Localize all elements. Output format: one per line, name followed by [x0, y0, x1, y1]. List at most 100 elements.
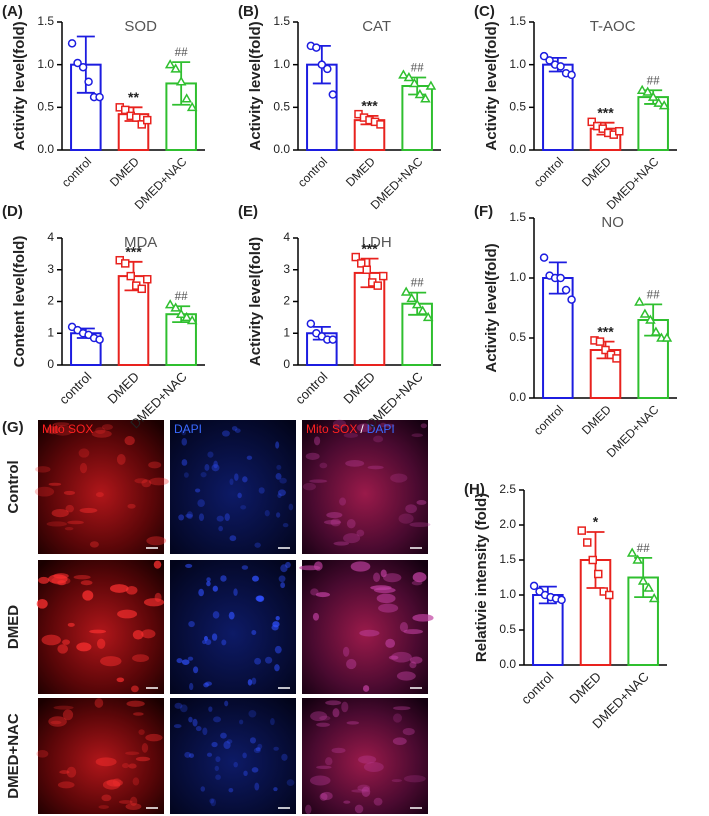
cell — [212, 611, 220, 619]
cell — [316, 722, 330, 727]
cell — [223, 741, 231, 750]
cell — [125, 585, 138, 595]
cell — [228, 611, 235, 620]
cell — [275, 472, 282, 480]
cell — [210, 798, 217, 807]
cell — [275, 615, 280, 621]
cell — [218, 525, 224, 532]
cell — [206, 577, 211, 582]
cell — [64, 526, 74, 531]
cell — [205, 639, 212, 646]
cell — [50, 720, 62, 725]
cell — [192, 718, 198, 727]
cell — [224, 513, 230, 521]
y-tick-label: 0.5 — [37, 100, 54, 114]
data-point — [323, 64, 332, 74]
data-point — [357, 259, 366, 268]
cell — [233, 588, 238, 596]
cell — [239, 719, 244, 725]
cell — [251, 767, 259, 773]
data-point — [164, 299, 176, 309]
cell — [146, 536, 167, 546]
cell — [134, 478, 148, 484]
data-point — [170, 63, 181, 73]
cell — [193, 666, 199, 674]
cell — [319, 462, 328, 469]
data-point — [594, 569, 603, 579]
data-point — [181, 311, 192, 322]
cell — [237, 492, 242, 499]
y-tick-label: 0.5 — [509, 100, 526, 114]
cell — [125, 803, 142, 810]
y-tick-label: 2 — [47, 294, 54, 308]
data-point — [84, 77, 93, 86]
cell — [398, 513, 414, 524]
cell — [76, 642, 92, 652]
cell — [106, 779, 123, 787]
cell — [122, 763, 130, 769]
cell — [393, 706, 411, 711]
cell — [52, 424, 74, 436]
cell — [195, 725, 202, 732]
cell — [380, 569, 387, 578]
cell — [208, 706, 213, 712]
x-tick-label: control — [295, 154, 330, 189]
cell — [130, 685, 139, 693]
cell — [416, 499, 427, 505]
bar — [542, 277, 574, 399]
y-tick-label: 1.0 — [273, 57, 290, 71]
cell — [200, 471, 207, 478]
cell — [212, 585, 218, 592]
cell — [211, 633, 218, 641]
significance: *** — [361, 98, 378, 114]
cell — [233, 761, 238, 768]
cell — [388, 655, 399, 660]
cell — [325, 700, 342, 706]
cell — [367, 465, 384, 470]
cell — [346, 658, 357, 670]
cell — [184, 751, 191, 758]
micrographs — [34, 419, 434, 815]
cell — [281, 753, 288, 761]
cell — [312, 612, 320, 621]
cell — [41, 634, 61, 646]
cell — [276, 512, 281, 518]
data-point — [422, 311, 434, 322]
cell — [242, 476, 248, 483]
cell — [181, 430, 187, 436]
data-point — [95, 92, 104, 102]
cell — [391, 651, 412, 663]
cell — [277, 493, 282, 498]
cell — [313, 561, 323, 571]
cell — [320, 791, 333, 801]
data-point — [636, 84, 648, 95]
data-point — [648, 592, 660, 603]
cell — [89, 541, 99, 548]
cell — [412, 613, 434, 622]
cell — [412, 572, 427, 583]
y-tick-label: 1.5 — [37, 14, 54, 28]
cell — [48, 716, 67, 727]
cell — [135, 756, 151, 762]
cell — [254, 657, 262, 665]
data-point — [561, 285, 571, 295]
y-tick-label: 2 — [283, 294, 290, 308]
cell — [101, 424, 114, 430]
cell — [280, 564, 288, 573]
cell — [95, 757, 117, 767]
significance: *** — [597, 323, 614, 339]
cell — [53, 705, 74, 710]
cell — [249, 737, 257, 744]
micrograph — [302, 698, 428, 814]
x-tick-label: control — [56, 369, 94, 407]
cell — [252, 575, 259, 582]
cell — [128, 763, 137, 769]
cell — [62, 639, 70, 645]
panel-label: (C) — [474, 3, 495, 20]
cell — [409, 656, 423, 664]
cell — [73, 574, 91, 580]
cell — [286, 779, 295, 786]
cell — [246, 455, 253, 460]
micrograph — [38, 698, 164, 814]
data-point — [637, 575, 649, 585]
